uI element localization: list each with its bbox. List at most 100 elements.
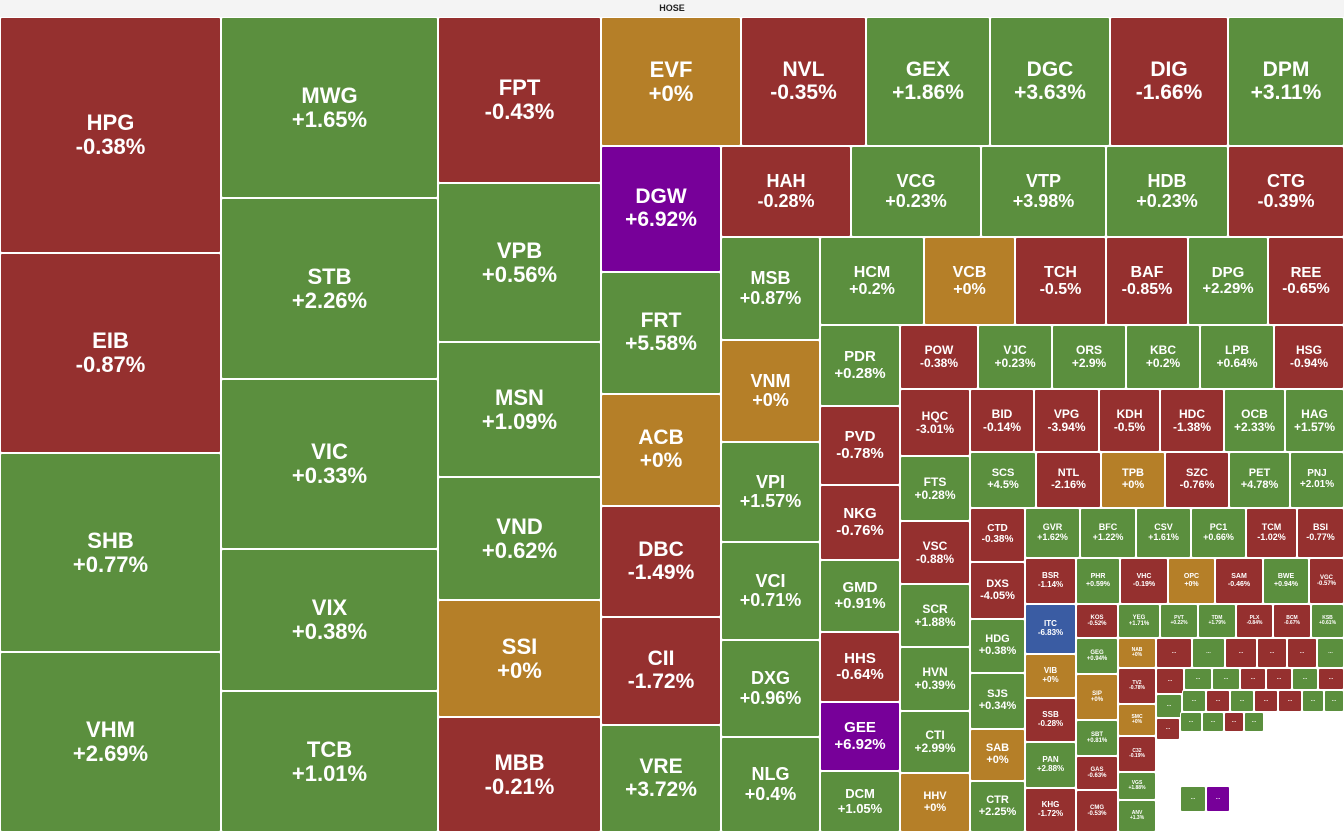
- stock-tile[interactable]: SZC -0.76%: [1165, 452, 1229, 508]
- stock-tile[interactable]: BWE +0.94%: [1263, 558, 1309, 604]
- stock-tile[interactable]: CTD -0.38%: [970, 508, 1025, 562]
- stock-tile[interactable]: FRT +5.58%: [601, 272, 721, 394]
- stock-tile[interactable]: VCI +0.71%: [721, 542, 820, 640]
- stock-tile[interactable]: …: [1206, 786, 1230, 812]
- stock-tile[interactable]: SMC +0%: [1118, 704, 1156, 736]
- stock-tile[interactable]: TCB +1.01%: [221, 691, 438, 832]
- stock-tile[interactable]: …: [1182, 690, 1206, 712]
- stock-tile[interactable]: HHV +0%: [900, 773, 970, 832]
- stock-tile[interactable]: TCH -0.5%: [1015, 237, 1106, 325]
- stock-tile[interactable]: DXS -4.05%: [970, 562, 1025, 619]
- stock-tile[interactable]: GAS -0.63%: [1076, 756, 1118, 790]
- stock-tile[interactable]: POW -0.38%: [900, 325, 978, 389]
- stock-tile[interactable]: …: [1266, 668, 1292, 690]
- stock-tile[interactable]: DPG +2.29%: [1188, 237, 1268, 325]
- stock-tile[interactable]: SCS +4.5%: [970, 452, 1036, 508]
- stock-tile[interactable]: …: [1254, 690, 1278, 712]
- stock-tile[interactable]: …: [1292, 668, 1318, 690]
- stock-tile[interactable]: HAG +1.57%: [1285, 389, 1344, 452]
- stock-tile[interactable]: BSI -0.77%: [1297, 508, 1344, 558]
- stock-tile[interactable]: …: [1278, 690, 1302, 712]
- stock-tile[interactable]: GEE +6.92%: [820, 702, 900, 771]
- stock-tile[interactable]: KBC +0.2%: [1126, 325, 1200, 389]
- stock-tile[interactable]: …: [1156, 694, 1182, 718]
- stock-tile[interactable]: KOS -0.52%: [1076, 604, 1118, 638]
- stock-tile[interactable]: …: [1184, 668, 1212, 690]
- stock-tile[interactable]: PAN +2.88%: [1025, 742, 1076, 788]
- stock-tile[interactable]: …: [1240, 668, 1266, 690]
- stock-tile[interactable]: PNJ +2.01%: [1290, 452, 1344, 508]
- stock-tile[interactable]: KHG -1.72%: [1025, 788, 1076, 832]
- stock-tile[interactable]: VSC -0.88%: [900, 521, 970, 584]
- stock-tile[interactable]: CTR +2.25%: [970, 781, 1025, 832]
- stock-tile[interactable]: …: [1230, 690, 1254, 712]
- stock-tile[interactable]: KSB +0.61%: [1311, 604, 1344, 638]
- stock-tile[interactable]: CSV +1.61%: [1136, 508, 1191, 558]
- stock-tile[interactable]: OCB +2.33%: [1224, 389, 1285, 452]
- stock-tile[interactable]: ORS +2.9%: [1052, 325, 1126, 389]
- stock-tile[interactable]: VND +0.62%: [438, 477, 601, 600]
- stock-tile[interactable]: VHM +2.69%: [0, 652, 221, 832]
- stock-tile[interactable]: MSN +1.09%: [438, 342, 601, 477]
- stock-tile[interactable]: GEG +0.94%: [1076, 638, 1118, 674]
- stock-tile[interactable]: KDH -0.5%: [1099, 389, 1160, 452]
- stock-tile[interactable]: …: [1324, 690, 1344, 712]
- stock-tile[interactable]: …: [1244, 712, 1264, 732]
- stock-tile[interactable]: BCM -0.67%: [1273, 604, 1311, 638]
- stock-tile[interactable]: …: [1257, 638, 1287, 668]
- stock-tile[interactable]: …: [1156, 638, 1192, 668]
- stock-tile[interactable]: …: [1192, 638, 1225, 668]
- stock-tile[interactable]: VGC -0.57%: [1309, 558, 1344, 604]
- stock-tile[interactable]: BAF -0.85%: [1106, 237, 1188, 325]
- stock-tile[interactable]: TV2 -0.78%: [1118, 668, 1156, 704]
- stock-tile[interactable]: ACB +0%: [601, 394, 721, 506]
- stock-tile[interactable]: …: [1302, 690, 1324, 712]
- stock-tile[interactable]: HPG -0.38%: [0, 17, 221, 253]
- stock-tile[interactable]: VRE +3.72%: [601, 725, 721, 832]
- stock-tile[interactable]: VNM +0%: [721, 340, 820, 442]
- stock-tile[interactable]: VHC -0.19%: [1120, 558, 1168, 604]
- stock-tile[interactable]: GMD +0.91%: [820, 560, 900, 632]
- stock-tile[interactable]: VCB +0%: [924, 237, 1015, 325]
- stock-tile[interactable]: MBB -0.21%: [438, 717, 601, 832]
- stock-tile[interactable]: …: [1317, 638, 1344, 668]
- stock-tile[interactable]: NLG +0.4%: [721, 737, 820, 832]
- stock-tile[interactable]: STB +2.26%: [221, 198, 438, 379]
- stock-tile[interactable]: HCM +0.2%: [820, 237, 924, 325]
- stock-tile[interactable]: FPT -0.43%: [438, 17, 601, 183]
- stock-tile[interactable]: …: [1206, 690, 1230, 712]
- stock-tile[interactable]: TDM +1.79%: [1198, 604, 1236, 638]
- stock-tile[interactable]: GEX +1.86%: [866, 17, 990, 146]
- stock-tile[interactable]: SIP +0%: [1076, 674, 1118, 720]
- stock-tile[interactable]: SHB +0.77%: [0, 453, 221, 652]
- stock-tile[interactable]: DGW +6.92%: [601, 146, 721, 272]
- stock-tile[interactable]: VIB +0%: [1025, 654, 1076, 698]
- stock-tile[interactable]: HDB +0.23%: [1106, 146, 1228, 237]
- stock-tile[interactable]: NAB +0%: [1118, 638, 1156, 668]
- stock-tile[interactable]: VPB +0.56%: [438, 183, 601, 342]
- stock-tile[interactable]: VPG -3.94%: [1034, 389, 1099, 452]
- stock-tile[interactable]: SAM -0.46%: [1215, 558, 1263, 604]
- stock-tile[interactable]: EVF +0%: [601, 17, 741, 146]
- stock-tile[interactable]: PHR +0.59%: [1076, 558, 1120, 604]
- stock-tile[interactable]: OPC +0%: [1168, 558, 1215, 604]
- stock-tile[interactable]: …: [1202, 712, 1224, 732]
- stock-tile[interactable]: HHS -0.64%: [820, 632, 900, 702]
- stock-tile[interactable]: PLX -0.84%: [1236, 604, 1273, 638]
- stock-tile[interactable]: HQC -3.01%: [900, 389, 970, 456]
- stock-tile[interactable]: DBC -1.49%: [601, 506, 721, 617]
- stock-tile[interactable]: VGS +1.88%: [1118, 772, 1156, 800]
- stock-tile[interactable]: YEG +1.71%: [1118, 604, 1160, 638]
- stock-tile[interactable]: VCG +0.23%: [851, 146, 981, 237]
- stock-tile[interactable]: CMG -0.53%: [1076, 790, 1118, 832]
- stock-tile[interactable]: VIC +0.33%: [221, 379, 438, 549]
- stock-tile[interactable]: HDG +0.38%: [970, 619, 1025, 673]
- stock-tile[interactable]: CTI +2.99%: [900, 711, 970, 773]
- stock-tile[interactable]: EIB -0.87%: [0, 253, 221, 453]
- stock-tile[interactable]: CII -1.72%: [601, 617, 721, 725]
- stock-tile[interactable]: HVN +0.39%: [900, 647, 970, 711]
- stock-tile[interactable]: PET +4.78%: [1229, 452, 1290, 508]
- stock-tile[interactable]: VIX +0.38%: [221, 549, 438, 691]
- stock-tile[interactable]: VTP +3.98%: [981, 146, 1106, 237]
- stock-tile[interactable]: DXG +0.96%: [721, 640, 820, 737]
